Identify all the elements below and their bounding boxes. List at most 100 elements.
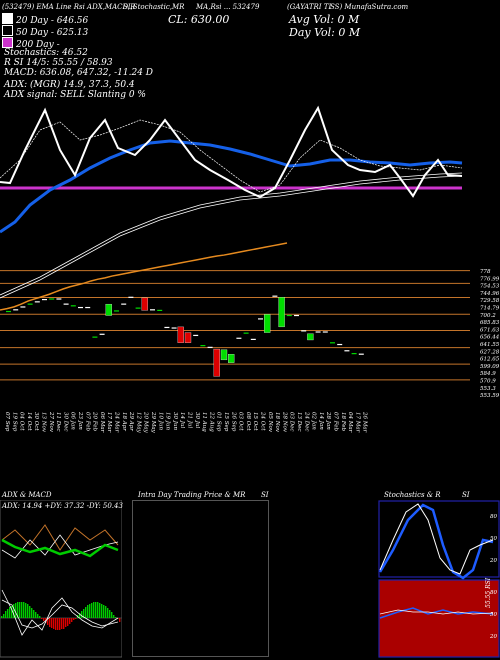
stoch-panel-bg	[378, 500, 500, 578]
date-tick-label: 05 Nov	[267, 412, 273, 433]
date-tick-label: 02 Jan	[311, 412, 317, 430]
date-tick-label: 13 Nov	[41, 412, 47, 433]
date-tick-label: 30 Dec	[62, 412, 68, 432]
macd-histogram-bar	[23, 602, 25, 618]
macd-line	[1, 589, 119, 636]
date-tick-label: 06 Jan	[70, 412, 76, 430]
date-tick-label: 07 Feb	[84, 412, 90, 432]
date-tick-label: 04 Mar	[347, 412, 353, 433]
candle	[184, 332, 192, 343]
adx-macd-svg	[0, 500, 122, 658]
intraday-panel: Intra Day Trading Price & MR SI	[132, 491, 269, 660]
rsi-label: R SI 14/5: 55.55 / 58.93	[4, 58, 113, 68]
header-site: SS) MunafaSutra.com	[330, 3, 409, 11]
header-title-right: MA,Rsi ... 532479	[196, 3, 260, 11]
stochastics-label: Stochastics: 46.52	[4, 48, 88, 58]
date-tick-label: 24 Oct	[260, 411, 266, 431]
price-tick-label: 714.79	[480, 306, 500, 312]
date-tick-label: 11 Dec	[55, 412, 61, 432]
date-tick-label: 14 Oct	[26, 412, 32, 431]
main-chart: 778 776.99 754.53 744.96 729.58 714.79 700.2 68…	[0, 3, 500, 434]
date-tick-label: 14 Jan	[318, 412, 324, 430]
price-tick-label: 627.28	[480, 349, 500, 355]
header-title-mid: SI,Stochastic,MR	[123, 3, 185, 11]
price-tick-label: 729.58	[480, 298, 500, 304]
macd-histogram-bar	[9, 607, 11, 618]
adx-values-label: ADX: 14.94 +DY: 37.32 -DY: 50.43	[2, 502, 123, 510]
date-tick-label: 17 Mar	[354, 412, 360, 433]
date-tick-label: 03 Dec	[289, 412, 295, 432]
macd-histogram-bar	[29, 606, 31, 618]
macd-histogram-bar	[27, 604, 29, 618]
date-tick-label: 19 Jun	[165, 412, 171, 430]
macd-histogram-bar	[39, 616, 41, 618]
legend-swatch-ema20	[2, 13, 13, 24]
date-tick-label: 24 Mar	[114, 411, 120, 433]
rsi-tick-label: 50	[490, 612, 497, 618]
macd-histogram-bar	[43, 618, 45, 621]
price-tick-label: 553.3	[480, 386, 496, 392]
intraday-panel-title-suffix: SI	[261, 491, 269, 499]
legend-ema20-label: 20 Day - 646.56	[16, 16, 89, 26]
macd-histogram-bar	[1, 616, 3, 618]
macd-histogram-bar	[69, 618, 71, 624]
ema20-line	[0, 105, 463, 199]
date-tick-label: 20 May	[143, 411, 149, 434]
stoch-k-line	[378, 503, 494, 580]
long-term-line-a	[0, 175, 463, 299]
long-term-line-b	[0, 172, 463, 296]
candle	[141, 297, 148, 311]
date-tick-label: 01 Sep	[216, 412, 222, 432]
macd-signal-line	[1, 599, 119, 629]
macd-histogram-bar	[101, 604, 103, 618]
date-tick-label: 23 Jan	[77, 411, 83, 430]
macd-histogram-bar	[51, 618, 53, 628]
date-tick-label: 19 Sep	[11, 412, 17, 432]
legend-ema20: 20 Day - 646.56	[2, 13, 88, 26]
macd-histogram-bar	[105, 606, 107, 618]
stoch-panel-title-suffix: SI	[462, 491, 470, 499]
stoch-panel-title: Stochastics & R	[384, 491, 441, 499]
macd-histogram-bar	[71, 618, 73, 622]
sma-line	[0, 242, 288, 311]
candle	[105, 303, 112, 316]
macd-label: MACD: 636.08, 647.32, -11.24 D	[4, 68, 154, 78]
macd-histogram-bar	[5, 611, 7, 618]
rsi-line	[379, 607, 494, 619]
price-tick-label: 685.83	[480, 320, 500, 326]
macd-histogram-bar	[33, 610, 35, 618]
rsi-panel-bg	[378, 579, 500, 658]
price-tick-label: 599.09	[480, 364, 500, 370]
date-tick-label: 18 Apr	[121, 412, 127, 431]
macd-histogram-bar	[113, 615, 115, 618]
macd-histogram-bar	[37, 614, 39, 618]
legend-ema50-label: 50 Day - 625.13	[16, 28, 89, 38]
date-tick-label: 27 Nov	[48, 411, 54, 433]
price-tick-label: 700.2	[480, 313, 496, 319]
date-tick-label: 12 May	[135, 412, 141, 434]
intraday-panel-title: Intra Day Trading Price & MR	[138, 491, 246, 499]
price-tick-label: 553.59	[480, 393, 500, 399]
macd-histogram-bar	[75, 618, 77, 619]
macd-histogram-bar	[17, 602, 19, 618]
macd-histogram-bar	[81, 611, 83, 618]
stoch-tick-label: 50	[490, 536, 497, 542]
price-tick-label: 656.44	[480, 335, 500, 341]
adx-panel-title: ADX & MACD	[2, 491, 52, 499]
macd-histogram-bar	[11, 606, 13, 618]
candle	[228, 354, 235, 363]
macd-histogram-bar	[115, 617, 117, 618]
macd-histogram-bar	[3, 614, 5, 618]
macd-histogram-bar	[7, 609, 9, 618]
price-tick-label: 744.96	[480, 291, 500, 297]
date-tick-label: 10 Jun	[157, 412, 163, 430]
date-tick-label: 07 Sep	[4, 412, 10, 432]
price-tick-label: 754.53	[480, 284, 500, 290]
date-tick-label: 24 Dec	[303, 411, 309, 432]
ema50-line	[0, 139, 463, 234]
adx-macd-panel: ADX & MACD ADX: 14.94 +DY: 37.32 -DY: 50…	[0, 491, 123, 660]
legend-ema200-label: 200 Day -	[16, 40, 60, 50]
date-tick-label: 29 Apr	[128, 411, 134, 431]
indicator-lines	[0, 105, 463, 311]
